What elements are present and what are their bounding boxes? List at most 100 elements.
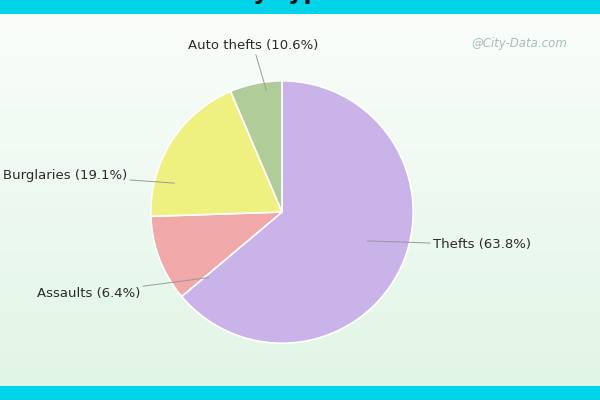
Bar (0, 19, 600, 22)
Bar (0, 237, 600, 240)
Bar (0, 108, 600, 111)
Bar (0, 143, 600, 146)
Text: Auto thefts (10.6%): Auto thefts (10.6%) (188, 39, 319, 90)
Bar (0, 195, 600, 198)
Bar (0, 205, 600, 208)
Bar (0, 257, 600, 260)
Bar (0, 49, 600, 51)
Bar (0, 126, 600, 128)
Bar (0, 344, 600, 346)
Bar (0, 225, 600, 227)
Bar (0, 339, 600, 341)
Bar (0, 279, 600, 282)
Bar (0, 44, 600, 46)
Bar (0, 294, 600, 297)
Bar (0, 254, 600, 257)
Bar (0, 332, 600, 334)
Bar (0, 384, 600, 386)
Bar (0, 304, 600, 307)
Bar (0, 140, 600, 143)
Bar (0, 153, 600, 155)
Bar (0, 34, 600, 36)
Bar (0, 217, 600, 220)
Bar (0, 165, 600, 168)
Bar (0, 133, 600, 136)
Bar (0, 270, 600, 272)
Bar (0, 354, 600, 356)
Bar (0, 103, 600, 106)
Bar (0, 138, 600, 140)
Bar (0, 22, 600, 24)
Bar (0, 198, 600, 200)
Bar (0, 284, 600, 287)
Bar (0, 173, 600, 175)
Bar (0, 66, 600, 68)
Bar (0, 106, 600, 108)
Bar (0, 212, 600, 215)
Bar (0, 54, 600, 56)
Bar (0, 188, 600, 190)
Bar (0, 168, 600, 170)
Bar (0, 91, 600, 93)
Bar (0, 322, 600, 324)
Bar (0, 240, 600, 242)
Bar (0, 148, 600, 150)
Bar (0, 222, 600, 225)
Bar (0, 341, 600, 344)
Bar (0, 319, 600, 322)
Bar (0, 334, 600, 336)
Bar (0, 78, 600, 81)
Bar (0, 264, 600, 267)
Bar (0, 113, 600, 116)
Bar (0, 71, 600, 74)
Title: Crimes by type - 2014: Crimes by type - 2014 (136, 0, 428, 4)
Bar (0, 64, 600, 66)
Bar (0, 41, 600, 44)
Bar (0, 366, 600, 369)
Bar (0, 351, 600, 354)
Bar (0, 170, 600, 173)
Bar (0, 175, 600, 178)
Bar (0, 369, 600, 371)
Bar (0, 24, 600, 26)
Bar (0, 309, 600, 312)
Bar (0, 74, 600, 76)
Bar (0, 299, 600, 302)
Bar (0, 307, 600, 309)
Text: Thefts (63.8%): Thefts (63.8%) (367, 238, 531, 251)
Bar (0, 302, 600, 304)
Bar (0, 208, 600, 210)
Bar (0, 326, 600, 329)
Bar (0, 349, 600, 351)
Bar (0, 381, 600, 384)
Bar (0, 260, 600, 262)
Bar (0, 146, 600, 148)
Bar (0, 202, 600, 205)
Bar (0, 364, 600, 366)
Bar (0, 297, 600, 299)
Bar (0, 98, 600, 101)
Bar (0, 183, 600, 185)
Bar (0, 130, 600, 133)
Bar (0, 116, 600, 118)
Bar (0, 242, 600, 245)
Bar (0, 316, 600, 319)
Bar (0, 247, 600, 250)
Bar (0, 96, 600, 98)
Bar (0, 158, 600, 160)
Bar (0, 150, 600, 153)
Bar (0, 123, 600, 126)
Bar (0, 88, 600, 91)
Bar (0, 235, 600, 237)
Bar (0, 277, 600, 279)
Text: @City-Data.com: @City-Data.com (471, 38, 567, 50)
Bar (0, 31, 600, 34)
Bar (0, 282, 600, 284)
Bar (0, 210, 600, 212)
Bar (0, 346, 600, 349)
Bar (0, 76, 600, 78)
Bar (0, 227, 600, 230)
Bar (0, 274, 600, 277)
Bar (0, 163, 600, 165)
Bar (0, 220, 600, 222)
